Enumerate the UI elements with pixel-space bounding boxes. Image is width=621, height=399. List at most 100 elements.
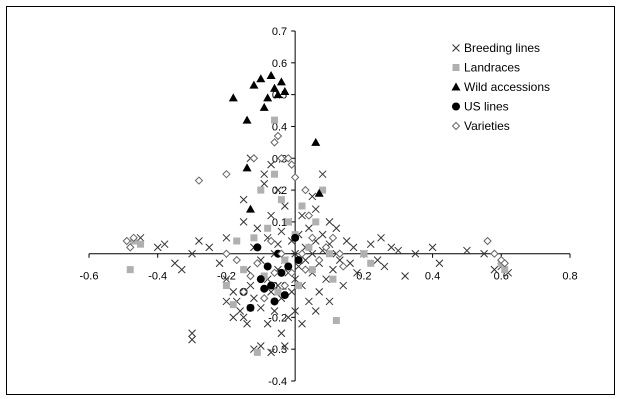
point-breeding-lines <box>222 275 231 284</box>
point-breeding-lines <box>411 249 420 258</box>
point-landraces <box>253 348 261 356</box>
point-breeding-lines <box>267 160 275 169</box>
legend-marker-landraces <box>452 64 460 71</box>
point-varieties <box>222 249 231 258</box>
point-breeding-lines <box>284 313 293 322</box>
y-tick-label: -0.4 <box>268 376 287 388</box>
point-breeding-lines <box>277 329 286 338</box>
point-breeding-lines <box>380 262 389 271</box>
point-wild-accessions <box>266 71 276 80</box>
point-breeding-lines <box>171 259 179 268</box>
point-breeding-lines <box>325 297 334 306</box>
point-us-lines <box>256 275 265 284</box>
point-varieties <box>122 236 132 246</box>
point-wild-accessions <box>249 80 259 89</box>
point-landraces <box>501 266 509 274</box>
point-varieties <box>314 255 324 265</box>
point-varieties <box>328 233 338 243</box>
point-breeding-lines <box>160 240 169 249</box>
point-wild-accessions <box>263 93 273 102</box>
point-varieties <box>126 243 135 252</box>
legend-marker-varieties <box>451 121 461 131</box>
point-breeding-lines <box>342 237 351 245</box>
point-breeding-lines <box>256 303 265 312</box>
point-wild-accessions <box>311 137 321 146</box>
x-tick-label: -0.4 <box>148 271 167 283</box>
point-breeding-lines <box>325 218 334 226</box>
point-breeding-lines <box>332 224 341 233</box>
point-varieties <box>290 173 300 182</box>
point-breeding-lines <box>243 319 251 328</box>
point-landraces <box>240 266 248 274</box>
point-varieties <box>129 233 138 243</box>
legend-label-wild-accessions: Wild accessions <box>464 80 550 94</box>
point-breeding-lines <box>435 259 444 268</box>
point-breeding-lines <box>401 272 409 280</box>
point-varieties <box>260 294 269 303</box>
point-breeding-lines <box>270 307 279 315</box>
point-us-lines <box>246 303 255 312</box>
point-breeding-lines <box>301 256 310 264</box>
point-breeding-lines <box>195 237 203 245</box>
point-breeding-lines <box>291 249 299 258</box>
point-breeding-lines <box>205 243 214 252</box>
point-varieties <box>222 169 231 179</box>
point-breeding-lines <box>280 202 289 210</box>
point-wild-accessions <box>245 204 255 213</box>
point-breeding-lines <box>294 262 303 271</box>
x-tick-label: 0.8 <box>562 271 577 283</box>
point-landraces <box>308 266 316 274</box>
point-breeding-lines <box>311 205 320 214</box>
point-wild-accessions <box>314 188 324 197</box>
point-landraces <box>271 116 279 124</box>
point-varieties <box>277 154 286 163</box>
point-landraces <box>367 259 375 267</box>
point-breeding-lines <box>274 186 282 194</box>
point-breeding-lines <box>136 233 145 242</box>
point-landraces <box>250 234 258 242</box>
point-wild-accessions <box>280 86 290 95</box>
y-tick-label: 0.4 <box>272 121 287 133</box>
point-breeding-lines <box>291 275 299 284</box>
point-breeding-lines <box>287 288 296 296</box>
point-us-lines <box>267 281 276 290</box>
point-varieties <box>335 249 345 258</box>
point-breeding-lines <box>428 243 437 252</box>
point-varieties <box>304 211 314 220</box>
point-breeding-lines <box>387 243 396 252</box>
point-varieties <box>483 236 492 246</box>
point-landraces <box>319 186 327 194</box>
y-tick-label: 0.1 <box>272 217 287 229</box>
point-breeding-lines <box>377 233 385 242</box>
point-varieties <box>339 262 348 271</box>
x-tick-label: 0.6 <box>494 271 509 283</box>
legend-label-us-lines: US lines <box>464 100 509 114</box>
point-breeding-lines <box>239 218 248 226</box>
point-varieties <box>273 131 283 141</box>
point-landraces <box>281 256 289 264</box>
point-breeding-lines <box>311 307 320 315</box>
point-breeding-lines <box>318 170 327 179</box>
point-landraces <box>222 282 230 290</box>
point-breeding-lines <box>260 179 269 188</box>
point-breeding-lines <box>346 259 354 268</box>
point-us-lines <box>284 262 293 271</box>
point-us-lines <box>270 297 279 306</box>
point-breeding-lines <box>394 246 403 255</box>
axes: -0.6 -0.4 -0.2 0.2 0.4 0.6 0.8-0.4-0.3-0.2-0.1… <box>80 26 578 388</box>
point-breeding-lines <box>250 294 258 303</box>
point-landraces <box>233 237 241 245</box>
point-breeding-lines <box>267 211 275 220</box>
point-us-lines <box>263 262 272 271</box>
point-varieties <box>277 249 286 258</box>
point-landraces <box>312 218 320 226</box>
point-varieties <box>301 185 310 195</box>
legend-label-varieties: Varieties <box>464 119 510 133</box>
point-breeding-lines <box>236 307 245 315</box>
point-wild-accessions <box>259 102 269 111</box>
point-varieties <box>301 265 310 274</box>
point-wild-accessions <box>270 83 280 92</box>
legend: Breeding lines Landraces Wild accessions US… <box>451 41 550 133</box>
point-us-lines <box>253 243 262 252</box>
